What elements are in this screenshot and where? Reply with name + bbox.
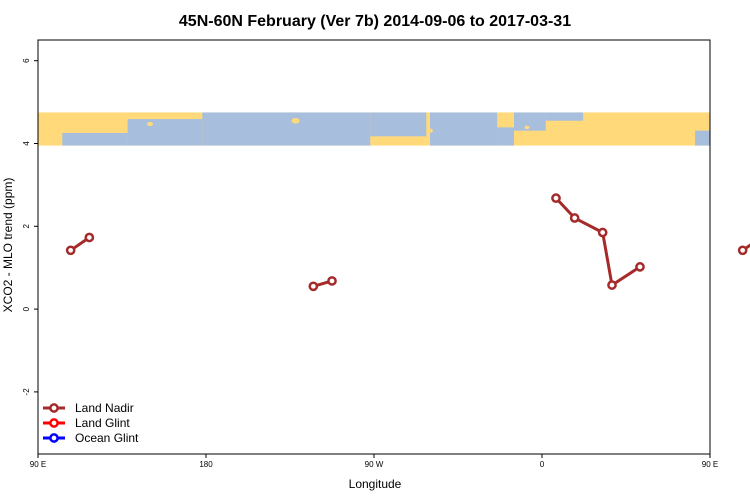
legend-label: Ocean Glint [75,431,139,445]
map-island [147,121,153,127]
map-island [291,117,300,124]
data-point [635,262,645,272]
x-tick-label: 90 E [702,460,718,469]
y-tick-label: 0 [22,306,31,311]
y-axis-label: XCO2 - MLO trend (ppm) [1,178,15,313]
chart-title: 45N-60N February (Ver 7b) 2014-09-06 to … [179,13,571,30]
data-point [65,245,76,256]
map-ocean [514,112,546,131]
y-tick-label: 4 [22,141,31,146]
y-axis-ticks: -2 0 2 4 6 [22,58,38,396]
legend-marker [49,403,59,413]
data-point [84,232,95,243]
map-ocean [127,119,203,146]
map-island [498,122,504,126]
map-island [427,128,433,133]
x-axis-label: Longitude [349,477,402,491]
data-point [569,213,580,223]
x-tick-label: 0 [540,460,545,469]
legend-label: Land Glint [75,416,130,430]
x-axis-ticks: 90 E 180 90 W 0 90 E [30,454,718,469]
y-tick-label: -2 [22,388,31,396]
series-line [554,197,641,287]
x-tick-label: 90 E [30,460,46,469]
map-ocean [370,112,427,137]
legend-label: Land Nadir [75,401,134,415]
data-point [308,281,319,292]
plot-frame [37,39,711,455]
map-ocean [545,112,584,121]
legend-marker [49,418,59,428]
x-tick-label: 180 [199,460,213,469]
map-ocean [430,112,498,146]
y-tick-label: 2 [22,224,31,229]
map-ocean [62,132,128,146]
series-layer [65,193,750,292]
legend-marker [49,433,59,443]
y-tick-label: 6 [22,58,31,63]
map-ocean [695,130,710,146]
data-point [737,245,748,256]
world-map-band [38,112,710,146]
x-tick-label: 90 W [365,460,384,469]
data-point [327,276,337,286]
map-ocean [202,112,371,146]
data-point [607,280,617,290]
map-island [524,125,530,130]
data-point [551,193,561,203]
map-ocean [497,127,514,146]
data-point [597,227,608,238]
